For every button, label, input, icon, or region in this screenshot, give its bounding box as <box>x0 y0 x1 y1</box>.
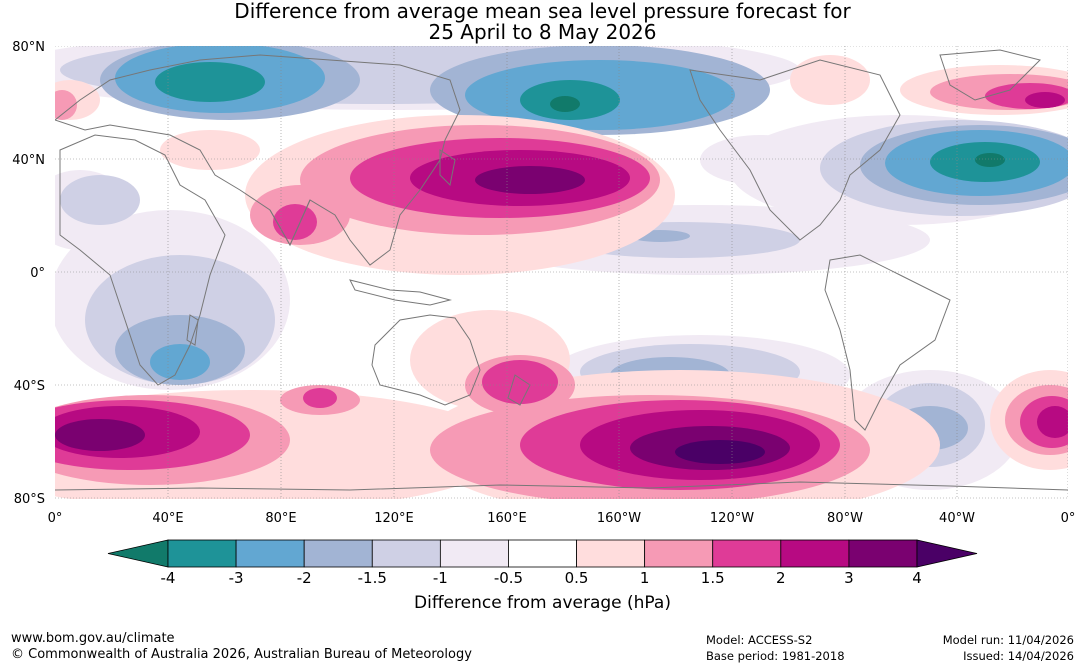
colorbar-tick-label: 0.5 <box>565 569 589 587</box>
colorbar-tick-label: 4 <box>912 569 922 587</box>
colorbar-segment <box>167 539 237 568</box>
contour-band-minus-4 <box>550 96 1005 167</box>
colorbar-segment <box>235 539 305 568</box>
lat-label-40s: 40°S <box>14 379 45 394</box>
lat-label-40n: 40°N <box>12 153 45 168</box>
lat-label-0: 0° <box>30 266 45 281</box>
colorbar-tick-label: -1.5 <box>358 569 387 587</box>
colorbar-tick-label: -0.5 <box>494 569 523 587</box>
contour-band-minus-3 <box>155 62 1040 182</box>
colorbar-tick-label: -1 <box>433 569 448 587</box>
colorbar-extend-low <box>107 539 169 568</box>
longitude-labels: 0° 40°E 80°E 120°E 160°E 160°W 120°W 80°… <box>48 511 1076 526</box>
lon-label-80e: 80°E <box>265 511 296 526</box>
colorbar-segment <box>848 539 918 568</box>
contour-band-4 <box>675 440 765 464</box>
footer-base-period: Base period: 1981-2018 <box>706 649 845 663</box>
colorbar-title: Difference from average (hPa) <box>414 593 671 613</box>
footer-website[interactable]: www.bom.gov.au/climate <box>11 631 175 646</box>
footer-copyright: © Commonwealth of Australia 2026, Austra… <box>11 647 472 662</box>
graticule <box>55 46 1068 499</box>
lat-label-80s: 80°S <box>14 492 45 507</box>
colorbar-tick-label: 1 <box>640 569 650 587</box>
colorbar-segment <box>576 539 646 568</box>
colorbar-segment <box>303 539 373 568</box>
footer-model: Model: ACCESS-S2 <box>706 633 813 647</box>
map-title-line-2: 25 April to 8 May 2026 <box>428 20 657 44</box>
colorbar-segment <box>371 539 441 568</box>
colorbar: -4 -3 -2 -1.5 -1 -0.5 0.5 1 1.5 2 3 4 <box>107 539 978 587</box>
colorbar-tick-label: -3 <box>229 569 244 587</box>
colorbar-segment <box>508 539 577 568</box>
colorbar-tick-label: -4 <box>161 569 176 587</box>
lon-label-0-right: 0° <box>1061 511 1076 526</box>
coastlines <box>55 49 1068 491</box>
latitude-labels: 80°N 40°N 0° 40°S 80°S <box>12 40 45 507</box>
lon-label-160w: 160°W <box>597 511 641 526</box>
lon-label-0-left: 0° <box>48 511 63 526</box>
colorbar-tick-label: -2 <box>297 569 312 587</box>
colorbar-segment <box>780 539 850 568</box>
footer-model-run: Model run: 11/04/2026 <box>942 633 1074 647</box>
colorbar-tick-label: 1.5 <box>701 569 725 587</box>
anomaly-contours <box>55 46 1068 499</box>
lon-label-80w: 80°W <box>827 511 863 526</box>
lon-label-120e: 120°E <box>374 511 414 526</box>
lon-label-40e: 40°E <box>152 511 183 526</box>
lon-label-40w: 40°W <box>939 511 975 526</box>
colorbar-segment <box>644 539 714 568</box>
lon-label-120w: 120°W <box>710 511 754 526</box>
colorbar-segment <box>439 539 509 568</box>
lon-label-160e: 160°E <box>487 511 527 526</box>
colorbar-segment <box>712 539 782 568</box>
colorbar-tick-label: 2 <box>776 569 786 587</box>
colorbar-extend-high <box>916 539 978 568</box>
footer-issued: Issued: 14/04/2026 <box>963 649 1074 663</box>
lat-label-80n: 80°N <box>12 40 45 55</box>
map-title-line-1: Difference from average mean sea level p… <box>234 0 851 23</box>
colorbar-tick-label: 3 <box>844 569 854 587</box>
